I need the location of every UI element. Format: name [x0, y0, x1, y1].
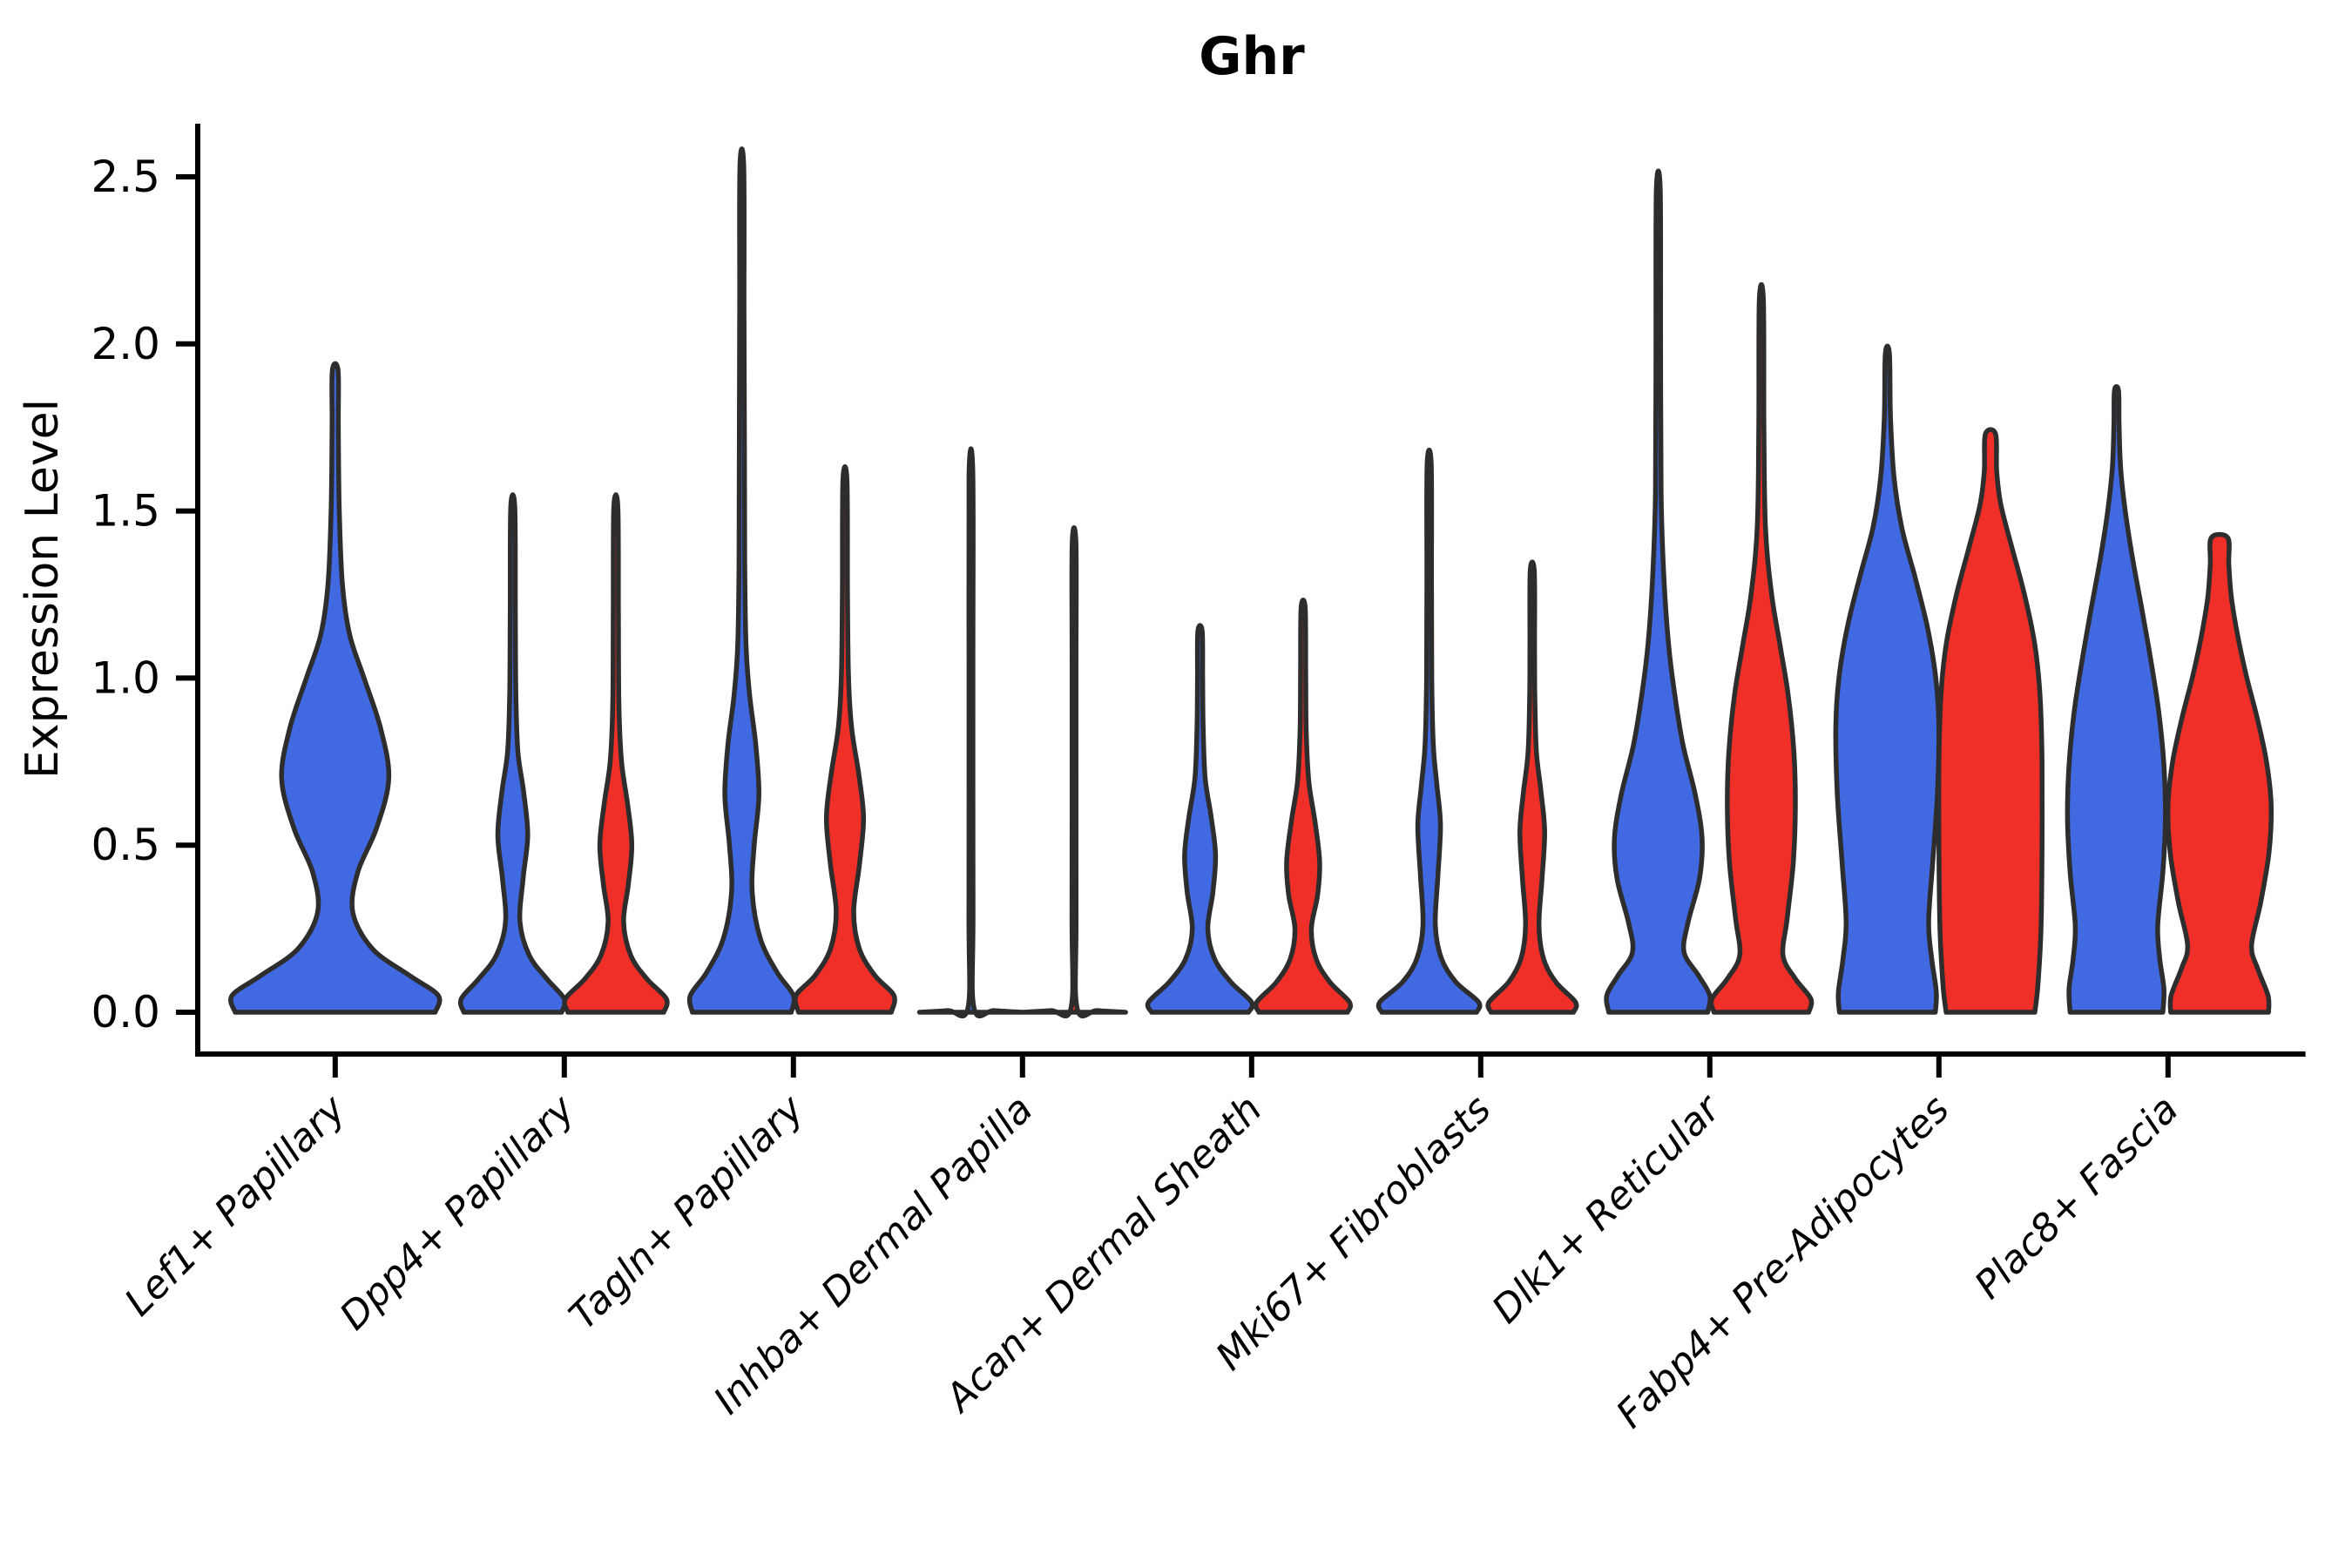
- x-tick-label-dpp4-papillary: Dpp4+ Papillary: [332, 1086, 585, 1339]
- x-tick-label-plac8-fascia: Plac8+ Fascia: [1966, 1087, 2186, 1308]
- y-tick-label: 1.0: [91, 652, 160, 703]
- y-tick-label: 1.5: [91, 486, 160, 537]
- violin-dlk1-reticular-red: [1708, 281, 1815, 1015]
- violin-fabp4-pre-adipocytes-blue: [1833, 343, 1942, 1015]
- violin-plac8-fascia-red: [2165, 531, 2274, 1015]
- violin-acan-dermal-sheath-red: [1253, 597, 1354, 1015]
- x-tick-label-dlk1-reticular: Dlk1+ Reticular: [1484, 1085, 1730, 1332]
- violin-plac8-fascia-blue: [2065, 383, 2168, 1015]
- violins-layer: [228, 146, 2274, 1019]
- violin-tagln-papillary-red: [793, 464, 897, 1015]
- y-tick-label: 0.0: [91, 987, 160, 1037]
- x-tick-label-tagln-papillary: Tagln+ Papillary: [561, 1086, 813, 1338]
- x-tick-label-lef1-papillary: Lef1+ Papillary: [117, 1086, 355, 1325]
- y-axis-label: Expression Level: [17, 399, 69, 779]
- violin-tagln-papillary-blue: [686, 146, 797, 1015]
- violin-fabp4-pre-adipocytes-red: [1936, 427, 2045, 1015]
- y-tick-label: 2.5: [91, 152, 160, 202]
- violin-acan-dermal-sheath-blue: [1145, 623, 1255, 1015]
- y-tick-label: 0.5: [91, 820, 160, 870]
- violin-lef1-papillary-blue: [228, 361, 443, 1015]
- chart-title: Ghr: [1199, 26, 1305, 87]
- violin-inhba-dermal-papilla-blue: [916, 446, 1025, 1019]
- y-tick-label: 2.0: [91, 319, 160, 369]
- violin-mki67-fibroblasts-red: [1485, 559, 1579, 1015]
- violin-dlk1-reticular-blue: [1604, 168, 1713, 1015]
- violin-dpp4-papillary-blue: [457, 492, 568, 1015]
- violin-inhba-dermal-papilla-red: [1020, 525, 1128, 1019]
- violin-dpp4-papillary-red: [562, 492, 670, 1015]
- violin-mki67-fibroblasts-blue: [1375, 447, 1483, 1015]
